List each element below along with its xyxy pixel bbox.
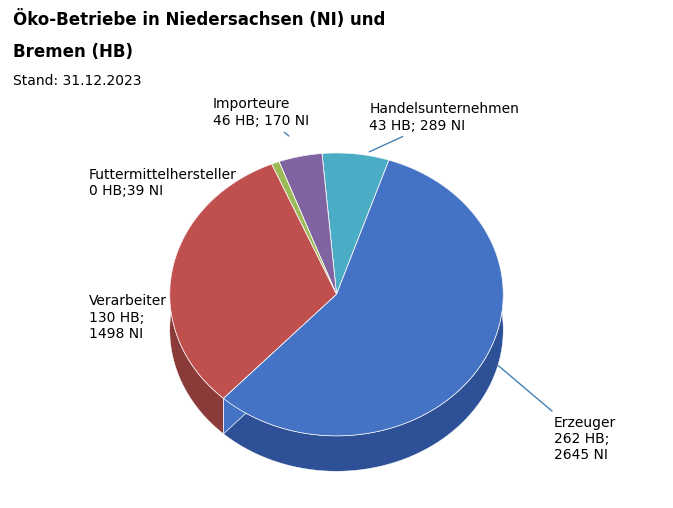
Polygon shape [223,295,336,434]
Polygon shape [279,153,336,295]
Polygon shape [223,295,336,434]
Text: Handelsunternehmen
43 HB; 289 NI: Handelsunternehmen 43 HB; 289 NI [369,103,519,152]
Polygon shape [170,164,272,434]
Text: Importeure
46 HB; 170 NI: Importeure 46 HB; 170 NI [213,98,309,136]
Polygon shape [223,160,503,471]
Polygon shape [279,153,322,197]
Polygon shape [336,160,389,330]
Polygon shape [272,164,336,330]
Text: Verarbeiter
130 HB;
1498 NI: Verarbeiter 130 HB; 1498 NI [89,275,218,341]
Polygon shape [336,160,389,330]
Polygon shape [322,153,336,330]
Text: Stand: 31.12.2023: Stand: 31.12.2023 [13,74,142,88]
Polygon shape [223,160,503,436]
Polygon shape [272,162,336,295]
Polygon shape [279,162,336,330]
Polygon shape [322,153,389,196]
Text: Öko-Betriebe in Niedersachsen (NI) und: Öko-Betriebe in Niedersachsen (NI) und [13,10,386,29]
Polygon shape [272,164,336,330]
Text: Futtermittelhersteller
0 HB;39 NI: Futtermittelhersteller 0 HB;39 NI [89,168,243,198]
Polygon shape [272,162,279,200]
Polygon shape [170,164,336,398]
Polygon shape [279,162,336,330]
Polygon shape [322,153,336,330]
Text: Bremen (HB): Bremen (HB) [13,43,133,61]
Polygon shape [322,153,389,295]
Text: Erzeuger
262 HB;
2645 NI: Erzeuger 262 HB; 2645 NI [470,342,616,462]
